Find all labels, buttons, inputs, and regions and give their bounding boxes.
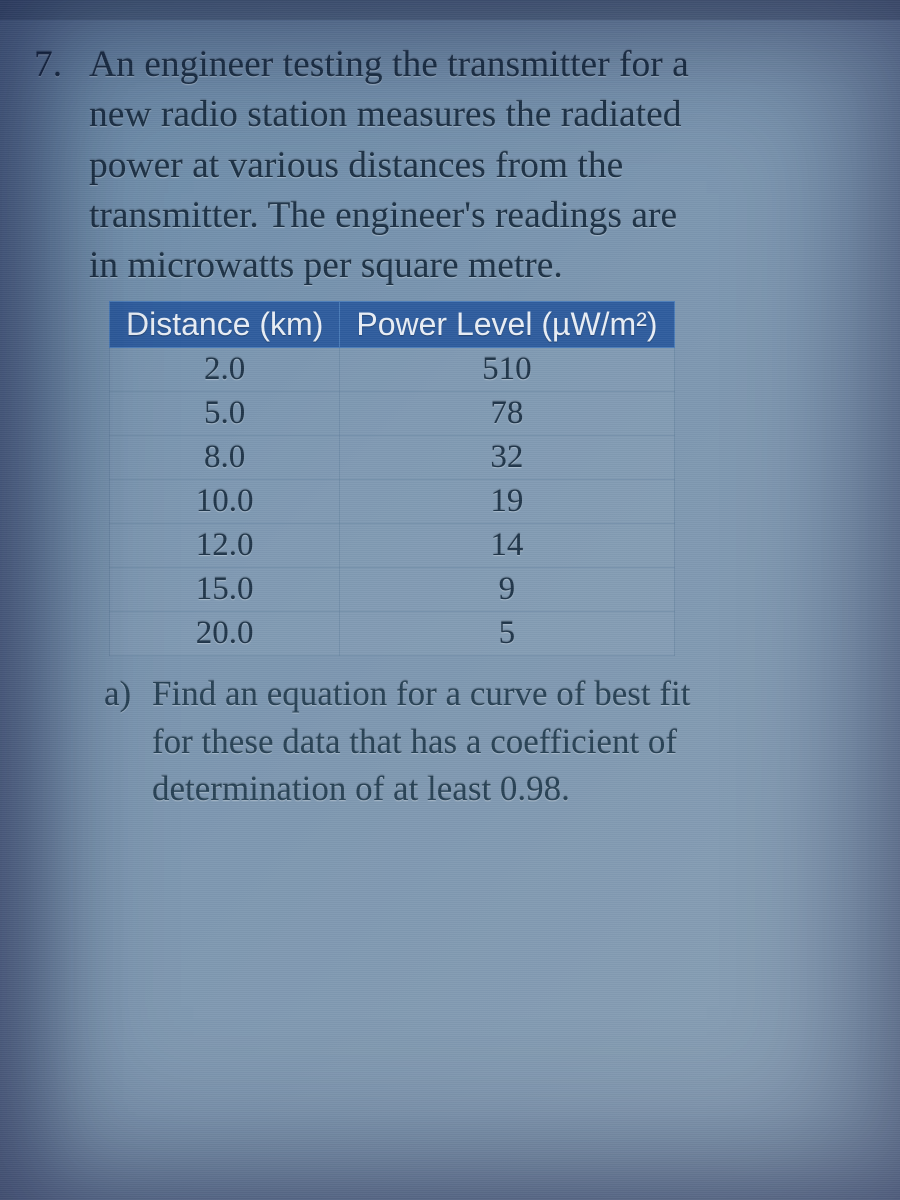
cell-distance: 10.0 (110, 480, 340, 524)
problem-line-1: An engineer testing the transmitter for … (89, 44, 689, 85)
part-a-line-1: Find an equation for a curve of best fit (152, 674, 690, 713)
cell-power: 19 (340, 480, 674, 524)
cell-distance: 2.0 (110, 348, 340, 392)
top-dark-bar (0, 0, 900, 20)
table-row: 5.0 78 (110, 392, 675, 436)
part-a-line-2: for these data that has a coefficient of (152, 722, 677, 761)
cell-power: 9 (340, 568, 674, 612)
cell-distance: 5.0 (110, 392, 340, 436)
cell-power: 5 (340, 612, 674, 656)
data-table: Distance (km) Power Level (µW/m²) 2.0 51… (109, 301, 675, 656)
cell-power: 32 (340, 436, 674, 480)
problem-line-3: power at various distances from the (89, 145, 623, 186)
table-row: 12.0 14 (110, 524, 675, 568)
part-letter: a) (104, 670, 152, 718)
table-row: 8.0 32 (110, 436, 675, 480)
problem-line-5: in microwatts per square metre. (89, 245, 563, 286)
cell-distance: 12.0 (110, 524, 340, 568)
page-content: 7.An engineer testing the transmitter fo… (0, 0, 900, 813)
col-header-power: Power Level (µW/m²) (340, 302, 674, 348)
problem-line-4: transmitter. The engineer's readings are (89, 195, 677, 236)
cell-distance: 15.0 (110, 568, 340, 612)
table-row: 2.0 510 (110, 348, 675, 392)
table-header-row: Distance (km) Power Level (µW/m²) (110, 302, 675, 348)
col-header-distance: Distance (km) (110, 302, 340, 348)
table-row: 15.0 9 (110, 568, 675, 612)
cell-distance: 8.0 (110, 436, 340, 480)
table-row: 10.0 19 (110, 480, 675, 524)
table-row: 20.0 5 (110, 612, 675, 656)
problem-line-2: new radio station measures the radiated (89, 94, 682, 135)
problem-statement: 7.An engineer testing the transmitter fo… (34, 40, 866, 291)
part-a-line-3: determination of at least 0.98. (152, 769, 570, 808)
cell-power: 14 (340, 524, 674, 568)
cell-power: 510 (340, 348, 674, 392)
part-a: a)Find an equation for a curve of best f… (104, 670, 866, 813)
problem-number: 7. (34, 40, 89, 90)
cell-distance: 20.0 (110, 612, 340, 656)
cell-power: 78 (340, 392, 674, 436)
